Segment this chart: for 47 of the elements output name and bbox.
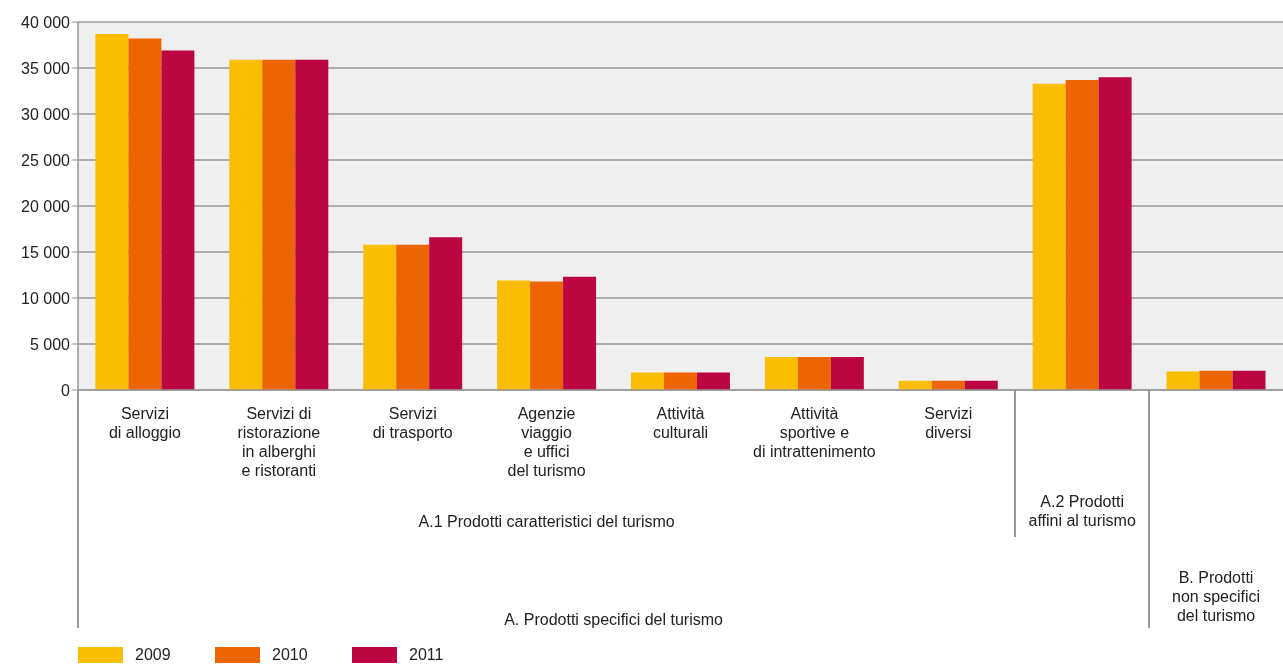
bar bbox=[563, 276, 597, 390]
y-tick-label: 25 000 bbox=[21, 151, 71, 169]
x-tick-label: Agenzie viaggio e uffici del turismo bbox=[507, 405, 586, 479]
x-tick-label: Servizi di alloggio bbox=[108, 405, 182, 441]
bar bbox=[1166, 371, 1200, 390]
bar bbox=[429, 237, 463, 390]
bar bbox=[396, 244, 430, 390]
bar bbox=[1032, 83, 1066, 390]
bar bbox=[128, 38, 162, 390]
x-tick-label: Attività culturali bbox=[652, 405, 709, 441]
bar bbox=[161, 50, 195, 390]
bar bbox=[1232, 370, 1266, 390]
text: A. Prodotti specifici del turismo bbox=[503, 610, 724, 629]
y-tick-label: 10 000 bbox=[21, 289, 71, 307]
y-tick-label: 15 000 bbox=[21, 243, 71, 261]
bar bbox=[229, 59, 263, 390]
bar bbox=[1098, 77, 1132, 390]
legend-label: 2010 bbox=[272, 646, 308, 664]
bar bbox=[262, 59, 296, 390]
bar bbox=[363, 244, 397, 390]
bar bbox=[1065, 79, 1099, 390]
y-tick-label: 5 000 bbox=[29, 335, 71, 353]
bar bbox=[1199, 370, 1233, 390]
legend-label: 2009 bbox=[135, 646, 171, 664]
legend-label: 2011 bbox=[409, 646, 444, 664]
bar bbox=[295, 59, 329, 390]
bar bbox=[663, 372, 697, 390]
bar bbox=[630, 372, 664, 390]
text: A.2 Prodotti affini al turismo bbox=[1027, 492, 1137, 530]
x-tick-label: Servizi di trasporto bbox=[372, 405, 453, 441]
bar bbox=[830, 356, 864, 390]
x-tick-label: Attività sportive e di intrattenimento bbox=[753, 405, 876, 460]
x-tick-label: Servizi di ristorazione in alberghi e ristoranti bbox=[237, 405, 321, 479]
bar bbox=[764, 356, 798, 390]
y-tick-label: 30 000 bbox=[21, 105, 71, 123]
bar bbox=[530, 281, 564, 390]
y-tick-label: 20 000 bbox=[21, 197, 71, 215]
text: A.1 Prodotti caratteristici del turismo bbox=[417, 512, 676, 531]
y-tick-label: 0 bbox=[61, 381, 71, 399]
text: B. Prodotti non specifici del turismo bbox=[1171, 568, 1262, 625]
x-tick-label: Servizi diversi bbox=[924, 405, 973, 441]
bar bbox=[95, 33, 129, 390]
bar bbox=[797, 356, 831, 390]
y-tick-label: 35 000 bbox=[21, 59, 71, 77]
bar bbox=[497, 280, 531, 390]
bar bbox=[696, 372, 730, 390]
y-tick-label: 40 000 bbox=[21, 13, 71, 31]
